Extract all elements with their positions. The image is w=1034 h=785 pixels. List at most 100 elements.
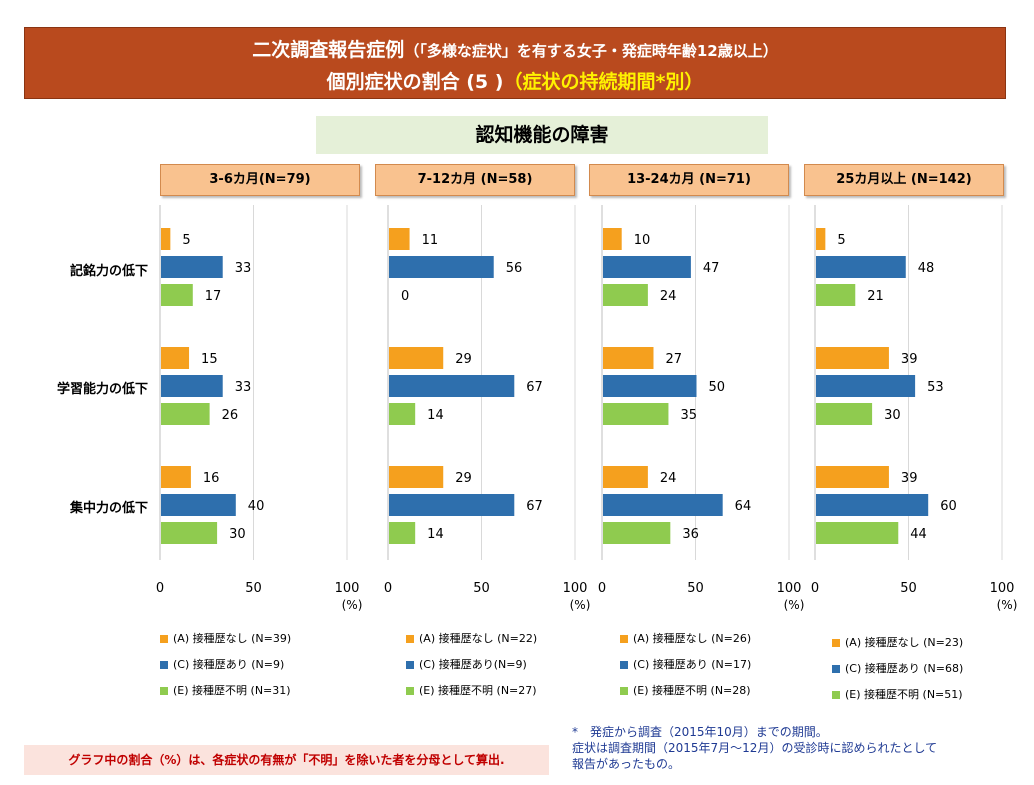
bar-series-e: [603, 522, 671, 544]
footnote-line-3: 報告があったもの。: [572, 757, 681, 771]
bar-series-c: [603, 494, 723, 516]
bar-series-e: [389, 522, 416, 544]
chart-panel-2: 0 50 100 (%) 11 56 0 29 67 14 29 67 14: [384, 205, 590, 612]
data-label: 24: [660, 471, 677, 486]
legend-label: (A) 接種歴なし (N=22): [419, 632, 538, 645]
bar-series-c: [389, 494, 515, 516]
x-tick-label: 100: [335, 581, 360, 596]
x-tick-label: 100: [777, 581, 802, 596]
legend-label: (C) 接種歴あり (N=17): [633, 658, 752, 671]
bar-series-c: [161, 375, 223, 397]
chart-panel-3: 0 50 100 (%) 10 47 24 27 50 35 24 64 36: [598, 205, 804, 612]
bar-series-c: [816, 494, 929, 516]
data-label: 35: [680, 408, 697, 423]
category-label-memory: 記銘力の低下: [69, 264, 148, 279]
legend-swatch-e: [406, 687, 414, 695]
x-tick-label: 50: [687, 581, 704, 596]
data-label: 39: [901, 471, 918, 486]
legend-panel-2: (A) 接種歴なし (N=22) (C) 接種歴あり(N=9) (E) 接種歴不…: [406, 632, 537, 710]
data-label: 50: [709, 380, 726, 395]
bar-series-e: [603, 284, 648, 306]
data-label: 29: [455, 352, 472, 367]
data-label: 67: [526, 499, 543, 514]
x-tick-label: 0: [811, 581, 819, 596]
legend-swatch-e: [832, 691, 840, 699]
legend-swatch-a: [832, 639, 840, 647]
x-tick-label: 0: [384, 581, 392, 596]
bar-series-a: [389, 347, 444, 369]
bar-series-a: [603, 347, 654, 369]
data-label: 14: [427, 408, 444, 423]
panel-title-2: 7-12カ月 (N=58): [375, 164, 575, 196]
title-line-1: 二次調査報告症例（「多様な症状」を有する女子・発症時年齢12歳以上）: [25, 35, 1005, 62]
data-label: 40: [248, 499, 265, 514]
category-label-learning: 学習能力の低下: [56, 382, 148, 397]
data-label: 26: [222, 408, 239, 423]
data-label: 64: [735, 499, 752, 514]
bar-series-e: [816, 522, 899, 544]
x-tick-label: 0: [156, 581, 164, 596]
legend-item-e: (E) 接種歴不明 (N=51): [832, 688, 963, 714]
data-label: 47: [703, 261, 720, 276]
legend-swatch-e: [160, 687, 168, 695]
x-tick-label: 50: [245, 581, 262, 596]
panel-title-3: 13-24カ月 (N=71): [589, 164, 789, 196]
title-line-2: 個別症状の割合 (5 )（症状の持続期間*別）: [25, 67, 1005, 94]
bar-series-e: [816, 284, 856, 306]
legend-swatch-e: [620, 687, 628, 695]
data-label: 5: [182, 233, 190, 248]
data-label: 24: [660, 289, 677, 304]
bar-series-a: [389, 466, 444, 488]
legend-panel-4: (A) 接種歴なし (N=23) (C) 接種歴あり (N=68) (E) 接種…: [832, 636, 963, 714]
bar-series-c: [603, 256, 691, 278]
bar-series-c: [816, 256, 906, 278]
data-label: 36: [682, 527, 699, 542]
bar-series-a: [389, 228, 410, 250]
bar-series-e: [161, 284, 193, 306]
bar-series-e: [161, 403, 210, 425]
footnote-line-2: 症状は調査期間（2015年7月～12月）の受診時に認められたとして: [572, 741, 938, 755]
data-label: 11: [422, 233, 439, 248]
x-tick-label: 50: [473, 581, 490, 596]
legend-swatch-c: [160, 661, 168, 669]
bar-series-c: [389, 256, 494, 278]
bar-series-c: [161, 494, 236, 516]
legend-swatch-c: [620, 661, 628, 669]
bar-series-c: [161, 256, 223, 278]
bar-series-a: [816, 466, 889, 488]
bar-series-e: [603, 403, 669, 425]
bar-series-c: [603, 375, 697, 397]
data-label: 30: [884, 408, 901, 423]
bar-series-a: [603, 228, 622, 250]
x-tick-label: 100: [563, 581, 588, 596]
x-tick-label: 50: [900, 581, 917, 596]
legend-label: (C) 接種歴あり (N=9): [173, 658, 285, 671]
data-label: 5: [837, 233, 845, 248]
data-label: 29: [455, 471, 472, 486]
legend-swatch-c: [832, 665, 840, 673]
section-title: 認知機能の障害: [316, 116, 768, 154]
title-line2-main: 個別症状の割合 (5 ): [326, 71, 504, 93]
bar-series-e: [161, 522, 218, 544]
legend-label: (A) 接種歴なし (N=39): [173, 632, 292, 645]
bar-series-a: [816, 347, 889, 369]
legend-item-a: (A) 接種歴なし (N=22): [406, 632, 537, 658]
data-label: 33: [235, 261, 252, 276]
footnote-line-1: * 発症から調査（2015年10月）までの期間。: [572, 725, 828, 739]
legend-item-c: (C) 接種歴あり (N=9): [160, 658, 291, 684]
data-label: 39: [901, 352, 918, 367]
legend-label: (C) 接種歴あり(N=9): [419, 658, 527, 671]
data-label: 15: [201, 352, 218, 367]
title-line2-accent: （症状の持続期間*別）: [503, 71, 704, 93]
legend-item-a: (A) 接種歴なし (N=26): [620, 632, 751, 658]
data-label: 53: [927, 380, 944, 395]
data-label: 17: [205, 289, 222, 304]
data-label: 14: [427, 527, 444, 542]
legend-item-c: (C) 接種歴あり(N=9): [406, 658, 537, 684]
bar-series-e: [816, 403, 873, 425]
bar-series-e: [389, 403, 416, 425]
bar-series-a: [161, 347, 190, 369]
legend-item-a: (A) 接種歴なし (N=39): [160, 632, 291, 658]
title-banner: 二次調査報告症例（「多様な症状」を有する女子・発症時年齢12歳以上） 個別症状の…: [24, 27, 1006, 99]
